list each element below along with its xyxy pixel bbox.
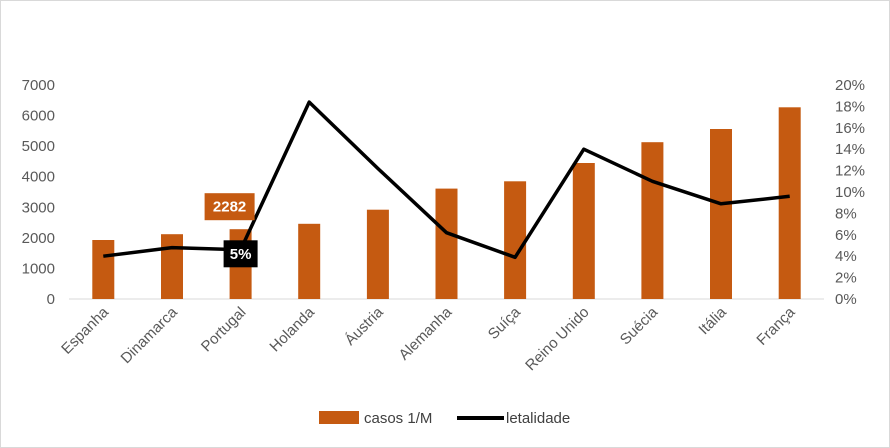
callout-box xyxy=(223,240,258,268)
right-tick-label: 4% xyxy=(835,248,857,265)
right-tick-label: 8% xyxy=(835,205,857,222)
right-axis-ticks: 0% 2% 4% 6% 8% 10% 12% 14% 16% 18% 20% xyxy=(835,77,865,308)
right-tick-label: 20% xyxy=(835,77,865,94)
callout-label: 2282 xyxy=(213,199,246,216)
right-tick-label: 12% xyxy=(835,163,865,180)
category-label: Portugal xyxy=(198,304,250,356)
bar-dinamarca xyxy=(161,234,183,299)
callout-box xyxy=(204,193,255,221)
category-label: Dinamarca xyxy=(118,303,182,367)
bar-holanda xyxy=(298,223,321,299)
bar-áustria xyxy=(366,209,389,299)
right-tick-label: 6% xyxy=(835,227,857,244)
bar-suécia xyxy=(641,142,664,299)
right-tick-label: 18% xyxy=(835,98,865,115)
category-label: Itália xyxy=(695,303,730,338)
left-tick-label: 1000 xyxy=(22,260,55,277)
category-axis-labels: Espanha Dinamarca Portugal Holanda Áustria Al… xyxy=(58,303,799,374)
left-tick-label: 5000 xyxy=(22,138,55,155)
category-label: Áustria xyxy=(342,303,387,348)
category-label: Suécia xyxy=(617,303,662,348)
bars-layer xyxy=(92,107,801,299)
right-tick-label: 14% xyxy=(835,141,865,158)
left-tick-label: 0 xyxy=(47,291,55,308)
category-label: Suíça xyxy=(485,303,525,343)
data-callouts: 2282 5% xyxy=(204,193,258,268)
left-axis-ticks: 0 1000 2000 3000 4000 5000 6000 7000 xyxy=(22,77,55,308)
left-tick-label: 4000 xyxy=(22,169,55,186)
bar-espanha xyxy=(92,240,115,299)
left-tick-label: 2000 xyxy=(22,230,55,247)
legend-label-letalidade: letalidade xyxy=(506,410,570,427)
bar-reino-unido xyxy=(572,163,595,299)
bar-itália xyxy=(710,129,732,299)
legend: casos 1/M letalidade xyxy=(319,410,570,427)
line-layer xyxy=(103,100,790,260)
line-data-callout: 5% xyxy=(223,240,258,268)
left-tick-label: 6000 xyxy=(22,108,55,125)
bar-suíça xyxy=(504,181,527,299)
legend-swatch-bar xyxy=(319,411,359,424)
left-tick-label: 3000 xyxy=(22,199,55,216)
category-label: Reino Unido xyxy=(522,304,592,374)
callout-label: 5% xyxy=(230,246,252,263)
bar-alemanha xyxy=(435,188,458,299)
letalidade-line xyxy=(103,100,790,260)
bar-frança xyxy=(778,107,801,299)
category-label: Alemanha xyxy=(396,303,456,363)
right-tick-label: 2% xyxy=(835,270,857,287)
left-tick-label: 7000 xyxy=(22,77,55,94)
right-tick-label: 16% xyxy=(835,120,865,137)
bar-data-callout: 2282 xyxy=(204,193,255,221)
category-label: Espanha xyxy=(58,303,112,357)
category-label: Holanda xyxy=(266,303,318,355)
right-tick-label: 0% xyxy=(835,291,857,308)
legend-label-casos: casos 1/M xyxy=(364,410,432,427)
right-tick-label: 10% xyxy=(835,184,865,201)
category-label: França xyxy=(753,303,798,348)
